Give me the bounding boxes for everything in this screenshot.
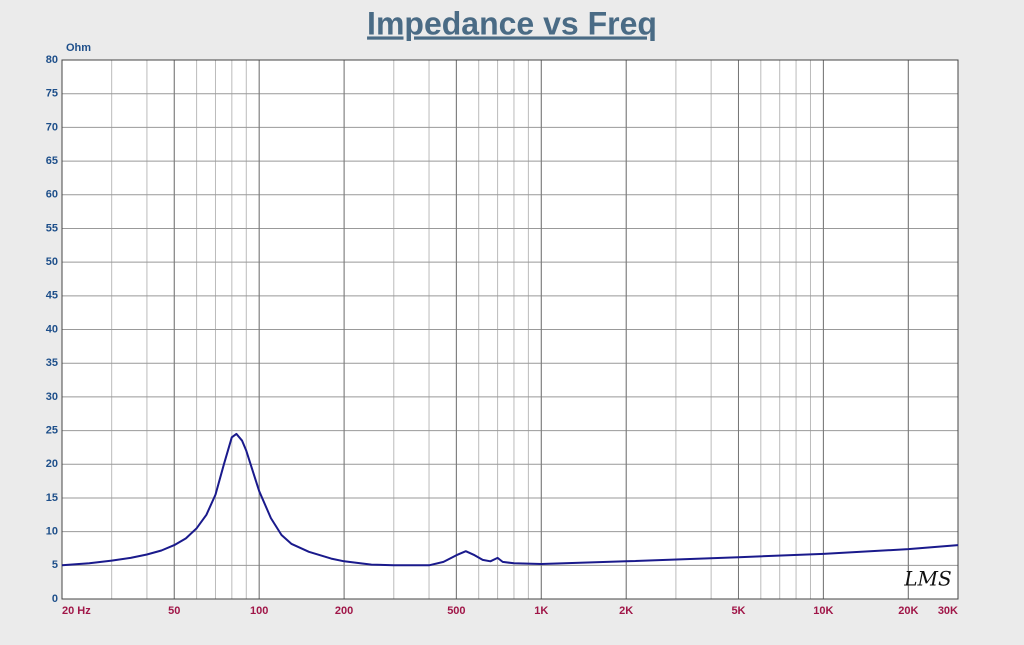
y-tick-label: 45 [46,290,58,302]
x-tick-label: 5K [731,605,745,617]
x-tick-label: 2K [619,605,633,617]
y-tick-label: 10 [46,526,58,538]
y-tick-label: 55 [46,222,58,234]
y-tick-label: 35 [46,357,58,369]
y-tick-label: 15 [46,492,58,504]
y-tick-label: 30 [46,391,58,403]
x-tick-label: 100 [250,605,268,617]
x-tick-label: 10K [813,605,833,617]
y-tick-label: 75 [46,88,58,100]
y-axis-label: Ohm [66,42,91,54]
y-tick-label: 70 [46,121,58,133]
y-tick-label: 20 [46,458,58,470]
y-tick-label: 80 [46,54,58,66]
y-tick-label: 60 [46,189,58,201]
x-tick-label: 1K [534,605,548,617]
watermark: LMS [903,567,951,591]
x-tick-label: 200 [335,605,353,617]
y-tick-label: 5 [52,559,58,571]
chart-title: Impedance vs Freq [367,5,657,41]
x-tick-label: 20 Hz [62,605,91,617]
y-tick-label: 25 [46,424,58,436]
y-tick-label: 40 [46,323,58,335]
x-tick-label: 30K [938,605,958,617]
x-tick-label: 50 [168,605,180,617]
y-tick-label: 50 [46,256,58,268]
y-tick-label: 0 [52,593,58,605]
x-tick-label: 500 [447,605,465,617]
plot-border [61,59,959,600]
x-tick-label: 20K [898,605,918,617]
impedance-line [61,432,959,567]
y-tick-label: 65 [46,155,58,167]
